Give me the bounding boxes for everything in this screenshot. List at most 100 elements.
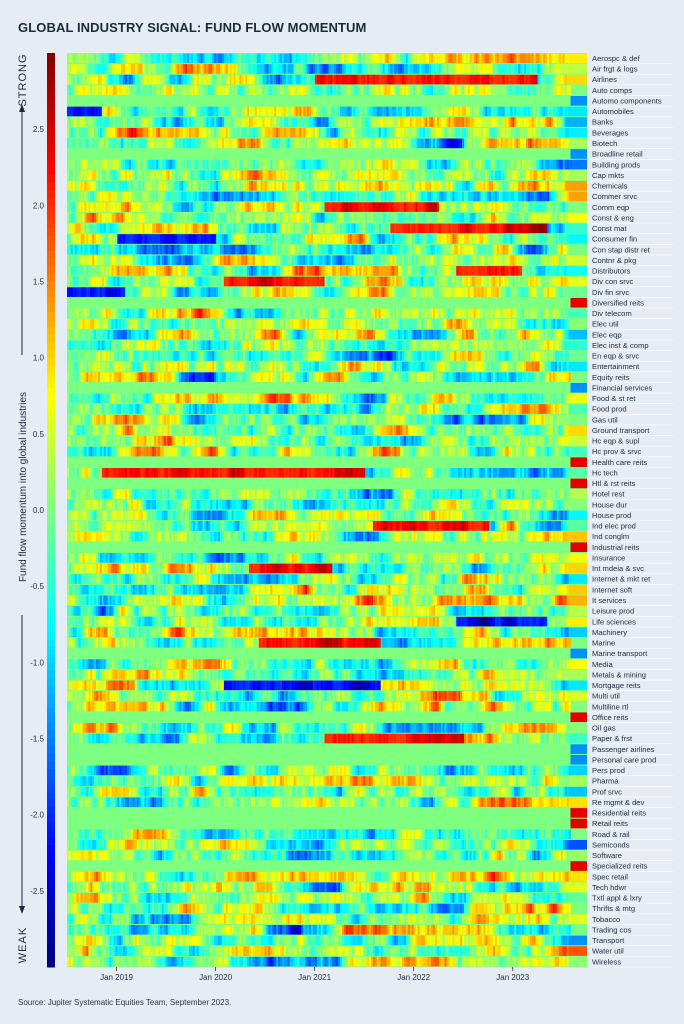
heatmap-cell: [316, 53, 320, 64]
heatmap-cell: [324, 255, 327, 266]
heatmap-cell: [525, 106, 529, 117]
heatmap-cell: [496, 138, 500, 149]
heatmap-cell: [206, 170, 209, 181]
heatmap-cell: [219, 74, 223, 85]
heatmap-cell: [500, 127, 504, 138]
heatmap-cell: [434, 106, 438, 117]
heatmap-cell: [343, 170, 347, 181]
heatmap-cell: [489, 106, 492, 117]
heatmap-cell: [214, 223, 217, 234]
heatmap-cell: [556, 212, 560, 223]
heatmap-cell: [301, 74, 304, 85]
heatmap-cell: [96, 202, 99, 212]
heatmap-cell: [138, 191, 141, 202]
heatmap-cell: [343, 106, 347, 117]
heatmap-cell: [340, 234, 343, 244]
heatmap-cell: [400, 159, 403, 170]
heatmap-cell: [543, 74, 546, 85]
heatmap-cell: [295, 181, 298, 191]
heatmap-cell: [258, 106, 262, 117]
heatmap-row: [570, 149, 587, 159]
heatmap-cell: [125, 53, 128, 64]
heatmap-cell: [163, 244, 167, 255]
heatmap-cell: [477, 170, 480, 181]
heatmap-cell: [359, 159, 362, 170]
heatmap-cell: [332, 234, 335, 244]
heatmap-cell: [371, 53, 374, 64]
heatmap-cell: [374, 64, 378, 74]
heatmap-cell: [547, 223, 550, 234]
heatmap-cell: [520, 106, 523, 117]
heatmap-cell: [307, 202, 310, 212]
heatmap-cell: [324, 234, 327, 244]
heatmap-cell: [225, 64, 229, 74]
heatmap-cell: [309, 255, 312, 266]
heatmap-cell: [92, 202, 95, 212]
heatmap-cell: [198, 106, 202, 117]
heatmap-cell: [96, 106, 99, 117]
heatmap-cell: [250, 64, 254, 74]
heatmap-cell: [231, 181, 234, 191]
heatmap-cell: [128, 117, 132, 127]
heatmap-cell: [281, 266, 285, 276]
heatmap-cell: [541, 74, 544, 85]
heatmap-cell: [454, 191, 457, 202]
heatmap-cell: [96, 159, 99, 170]
heatmap-cell: [498, 127, 502, 138]
heatmap-cell: [115, 53, 118, 64]
heatmap-cell: [427, 85, 430, 96]
heatmap-cell: [343, 255, 347, 266]
heatmap-cell: [436, 117, 440, 127]
heatmap-cell: [274, 170, 277, 181]
heatmap-cell: [498, 223, 502, 234]
heatmap-cell: [223, 202, 227, 212]
heatmap-cell: [531, 191, 535, 202]
heatmap-cell: [496, 64, 500, 74]
heatmap-cell: [527, 159, 531, 170]
heatmap-cell: [316, 127, 320, 138]
heatmap-cell: [462, 181, 465, 191]
heatmap-cell: [429, 85, 432, 96]
heatmap-cell: [252, 212, 256, 223]
heatmap-cell: [419, 117, 422, 127]
heatmap-cell: [345, 266, 349, 276]
heatmap-cell: [280, 266, 283, 276]
heatmap-cell: [518, 53, 521, 64]
heatmap-cell: [274, 106, 277, 117]
heatmap-cell: [564, 106, 568, 117]
heatmap-cell: [280, 138, 283, 149]
heatmap-cell: [380, 191, 384, 202]
heatmap-cell: [225, 138, 229, 149]
heatmap-cell: [508, 74, 511, 85]
heatmap-row: [67, 64, 587, 74]
heatmap-cell: [92, 223, 95, 234]
heatmap-cell: [556, 223, 560, 234]
heatmap-cell: [68, 106, 72, 117]
heatmap-cell: [403, 244, 407, 255]
heatmap-cell: [423, 191, 426, 202]
heatmap-cell: [407, 85, 411, 96]
heatmap-cell: [413, 181, 416, 191]
heatmap-cell: [86, 85, 89, 96]
heatmap-cell: [256, 106, 260, 117]
heatmap-cell: [409, 74, 413, 85]
heatmap-cell: [154, 127, 157, 138]
heatmap-cell: [169, 127, 172, 138]
heatmap-cell: [330, 170, 333, 181]
heatmap-cell: [394, 223, 397, 234]
heatmap-cell: [516, 170, 519, 181]
heatmap-cell: [510, 159, 513, 170]
heatmap-cell: [177, 159, 180, 170]
heatmap-cell: [94, 64, 97, 74]
heatmap-cell: [355, 159, 358, 170]
heatmap-cell: [165, 212, 169, 223]
heatmap-cell: [436, 181, 440, 191]
heatmap-cell: [264, 191, 267, 202]
heatmap-cell: [210, 53, 213, 64]
heatmap-cell: [400, 244, 403, 255]
heatmap-cell: [250, 74, 254, 85]
heatmap-cell: [504, 170, 507, 181]
heatmap-cell: [150, 117, 153, 127]
heatmap-cell: [194, 64, 198, 74]
heatmap-cell: [539, 191, 542, 202]
